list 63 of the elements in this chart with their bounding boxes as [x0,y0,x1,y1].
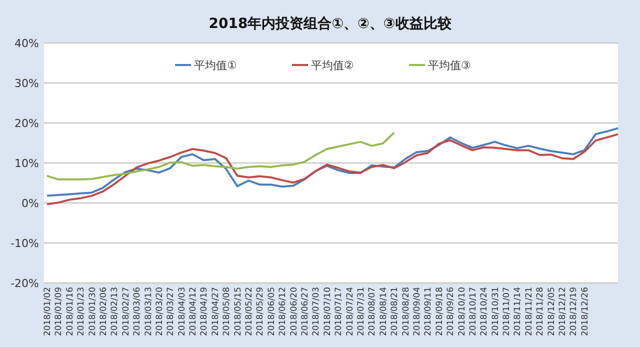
line-series [46,133,619,206]
x-tick-label: 2018/05/22 [244,287,255,336]
chart-title: 2018年内投资组合①、②、③收益比较 [208,16,452,32]
x-tick-label: 2018/08/21 [390,287,400,336]
x-tick-label: 2018/09/26 [446,287,456,336]
x-tick-label: 2018/12/19 [569,287,580,336]
y-tick-label: 0% [22,197,39,210]
x-tick-label: 2018/12/05 [546,287,557,336]
x-tick-label: 2018/02/27 [121,287,132,336]
x-tick-label: 2018/05/15 [233,287,244,336]
x-tick-label: 2018/12/26 [580,287,590,336]
line-series [46,127,619,197]
x-tick-label: 2018/12/12 [558,287,568,336]
x-tick-label: 2018/06/27 [300,287,311,336]
legend-label: 平均值① [194,59,237,72]
x-tick-label: 2018/09/04 [412,287,422,336]
x-tick-label: 2018/04/12 [188,287,199,336]
x-tick-label: 2018/03/06 [132,287,143,336]
x-tick-label: 2018/03/13 [144,287,154,336]
x-tick-label: 2018/03/27 [166,287,176,336]
x-tick-label: 2018/10/31 [490,287,501,336]
x-tick-label: 2018/11/07 [502,287,512,336]
x-tick-label: 2018/01/16 [65,287,76,336]
x-tick-label: 2018/06/20 [289,287,300,336]
y-tick-label: -20% [10,277,39,290]
y-tick-label: 40% [14,37,39,50]
x-tick-label: 2018/07/03 [312,287,322,336]
x-tick-label: 2018/04/03 [177,287,188,336]
x-tick-label: 2018/01/09 [54,287,64,336]
x-tick-label: 2018/11/14 [513,287,524,336]
y-tick-label: 10% [14,157,39,170]
x-tick-label: 2018/05/29 [256,287,266,336]
x-tick-label: 2018/09/11 [424,287,434,336]
x-tick-label: 2018/10/17 [468,287,478,336]
x-tick-label: 2018/08/07 [368,287,378,336]
x-tick-label: 2018/11/21 [524,287,534,336]
y-tick-label: 20% [14,117,39,130]
x-tick-label: 2018/01/02 [43,287,53,336]
x-tick-label: 2018/02/13 [110,287,120,336]
x-tick-label: 2018/07/24 [345,287,356,336]
x-tick-label: 2018/06/12 [278,287,288,336]
x-tick-label: 2018/07/17 [334,287,344,336]
x-tick-label: 2018/04/27 [210,287,221,336]
x-tick-label: 2018/10/10 [457,287,468,336]
x-tick-label: 2018/08/14 [378,287,389,336]
x-tick-label: 2018/03/20 [154,287,165,336]
legend-label: 平均值③ [428,59,471,72]
x-tick-label: 2018/06/05 [266,287,277,336]
x-tick-label: 2018/07/31 [356,287,366,336]
x-tick-label: 2018/01/23 [76,287,87,336]
x-tick-label: 2018/05/08 [222,287,232,336]
x-tick-label: 2018/01/30 [88,287,98,336]
y-tick-label: -10% [10,237,39,250]
x-tick-label: 2018/08/28 [401,287,412,336]
x-tick-label: 2018/09/18 [434,287,445,336]
x-tick-label: 2018/07/10 [322,287,333,336]
x-tick-label: 2018/10/24 [480,287,490,336]
y-tick-label: 30% [14,77,39,90]
legend-label: 平均值② [311,59,354,72]
line-series [46,132,396,180]
x-tick-label: 2018/11/28 [536,287,546,336]
x-tick-label: 2018/02/06 [98,287,109,336]
x-tick-label: 2018/04/19 [200,287,210,336]
